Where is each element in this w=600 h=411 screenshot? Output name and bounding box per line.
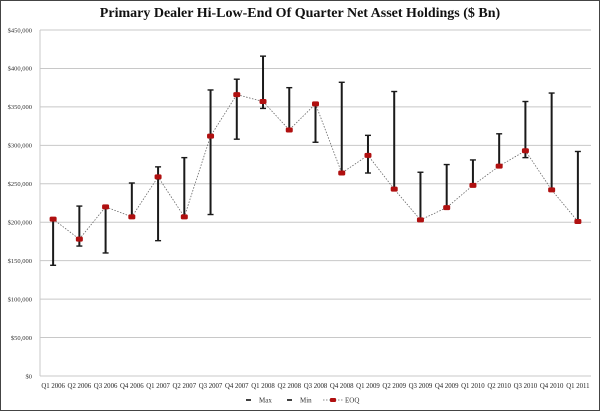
x-tick-label: Q2 2010 (487, 383, 511, 390)
x-tick-label: Q4 2010 (540, 383, 564, 390)
x-tick-label: Q1 2007 (146, 383, 170, 390)
x-tick-label: Q3 2009 (409, 383, 433, 390)
eoq-point (469, 182, 477, 188)
legend-label-min: Min (300, 397, 312, 405)
eoq-series (49, 92, 582, 242)
eoq-point (75, 236, 83, 242)
eoq-point (521, 148, 529, 154)
x-tick-label: Q4 2009 (435, 383, 459, 390)
eoq-point (102, 204, 110, 210)
y-tick-label: $300,000 (8, 143, 32, 150)
y-tick-label: $100,000 (8, 296, 32, 303)
eoq-point (259, 99, 267, 105)
legend-label-max: Max (259, 397, 272, 405)
legend: Max Min EOQ (246, 397, 359, 405)
y-tick-label: $400,000 (8, 66, 32, 73)
x-tick-label: Q4 2006 (120, 383, 144, 390)
y-tick-label: $250,000 (8, 181, 32, 188)
eoq-point (180, 214, 188, 220)
eoq-point (416, 217, 424, 223)
x-tick-label: Q4 2007 (225, 383, 249, 390)
legend-label-eoq: EOQ (345, 397, 359, 405)
eoq-point (338, 170, 346, 176)
y-tick-label: $450,000 (8, 27, 32, 34)
x-axis-ticks: Q1 2006 Q2 2006 Q3 2006 Q4 2006 Q1 2007 Q2 20… (41, 383, 589, 390)
eoq-point (548, 187, 556, 193)
legend-marker-eoq (330, 398, 336, 402)
x-tick-label: Q3 2006 (94, 383, 118, 390)
y-tick-label: $150,000 (8, 258, 32, 265)
eoq-point (574, 218, 582, 224)
chart-title: Primary Dealer Hi-Low-End Of Quarter Net… (99, 6, 501, 21)
x-tick-label: Q2 2009 (382, 383, 406, 390)
x-tick-label: Q3 2010 (514, 383, 538, 390)
y-tick-label: $0 (26, 373, 33, 380)
hi-low-whiskers (50, 55, 581, 266)
x-tick-label: Q1 2008 (251, 383, 275, 390)
x-tick-label: Q2 2007 (173, 383, 197, 390)
y-axis-ticks: $0 $50,000 $100,000 $150,000 $200,000 $250,00… (8, 27, 32, 380)
x-tick-label: Q3 2007 (199, 383, 223, 390)
y-tick-label: $50,000 (11, 335, 32, 342)
x-tick-label: Q1 2006 (41, 383, 65, 390)
x-tick-label: Q1 2010 (461, 383, 485, 390)
eoq-point (233, 92, 241, 98)
y-tick-label: $200,000 (8, 220, 32, 227)
x-tick-label: Q3 2008 (304, 383, 328, 390)
x-tick-label: Q1 2009 (356, 383, 380, 390)
eoq-point (443, 205, 451, 211)
eoq-point (390, 186, 398, 192)
eoq-point (154, 174, 162, 180)
eoq-point (495, 163, 503, 169)
x-tick-label: Q4 2008 (330, 383, 354, 390)
x-tick-label: Q2 2006 (68, 383, 92, 390)
eoq-point (207, 133, 215, 139)
y-tick-label: $350,000 (8, 104, 32, 111)
eoq-point (364, 152, 372, 158)
x-tick-label: Q2 2008 (277, 383, 301, 390)
eoq-point (312, 101, 319, 107)
eoq-point (285, 127, 293, 133)
gridlines (39, 29, 591, 377)
x-tick-label: Q1 2011 (566, 383, 589, 390)
eoq-point (128, 214, 136, 220)
eoq-point (49, 216, 57, 222)
